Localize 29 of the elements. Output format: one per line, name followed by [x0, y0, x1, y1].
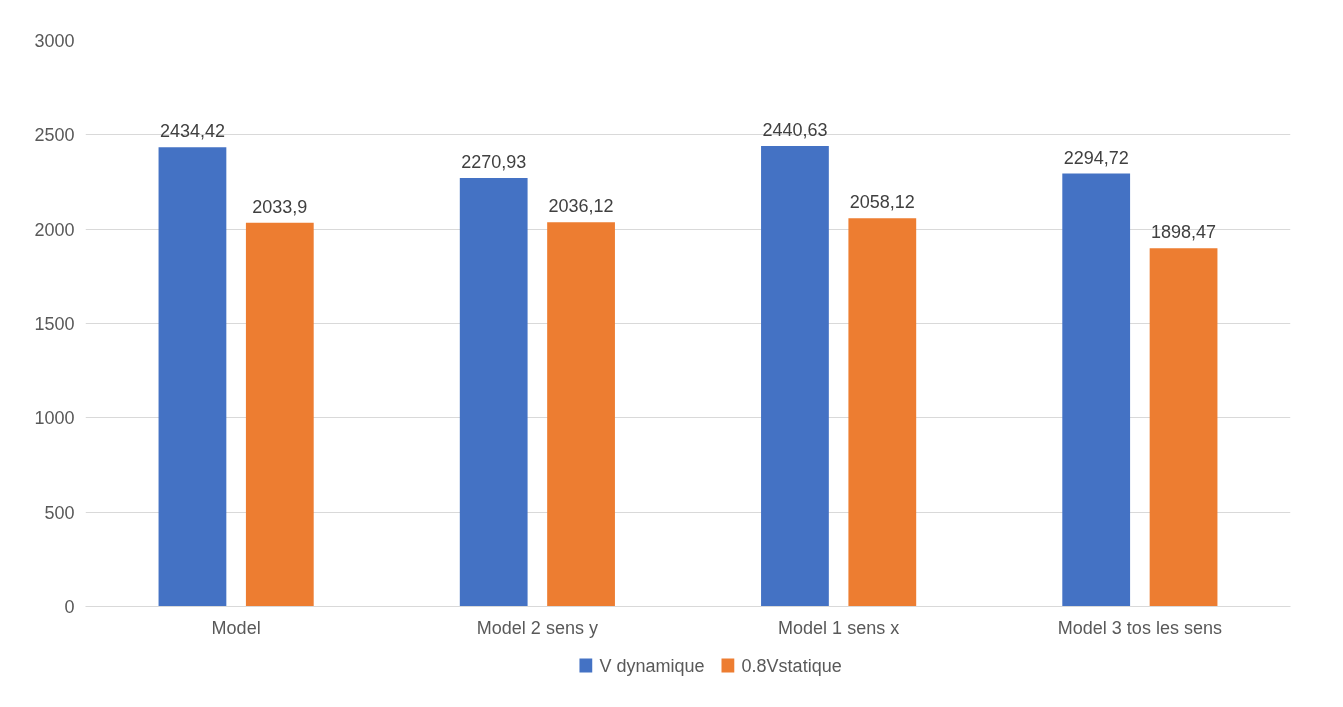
bar	[158, 147, 227, 607]
x-tick-label: Model 3 tos les sens	[1057, 617, 1222, 638]
bar	[459, 178, 528, 607]
data-label: 1898,47	[1151, 222, 1217, 243]
data-label: 2058,12	[849, 192, 915, 213]
x-tick-label: Model	[211, 617, 261, 638]
data-label: 2294,72	[1063, 147, 1129, 168]
bar	[761, 146, 829, 607]
data-label: 2033,9	[252, 196, 308, 217]
data-label: 2270,93	[461, 152, 527, 173]
x-tick-label: Model 1 sens x	[778, 617, 900, 638]
legend-label: 0.8Vstatique	[741, 655, 842, 676]
y-tick-label: 2500	[34, 125, 75, 146]
x-tick-label: Model 2 sens y	[476, 617, 598, 638]
legend-label: V dynamique	[599, 655, 705, 676]
data-label: 2434,42	[159, 121, 225, 142]
bar	[245, 222, 314, 607]
bar	[1062, 173, 1131, 607]
y-tick-label: 1500	[34, 314, 75, 334]
y-tick-label: 2000	[34, 219, 75, 240]
data-label: 2440,63	[762, 120, 828, 141]
y-tick-label: 1000	[34, 408, 75, 429]
y-tick-label: 500	[44, 502, 75, 523]
y-tick-label: 0	[64, 597, 75, 617]
bar	[848, 218, 917, 607]
y-tick-label: 3000	[34, 31, 75, 51]
bar	[1149, 248, 1218, 607]
bar	[547, 222, 615, 607]
data-label: 2036,12	[548, 196, 614, 217]
